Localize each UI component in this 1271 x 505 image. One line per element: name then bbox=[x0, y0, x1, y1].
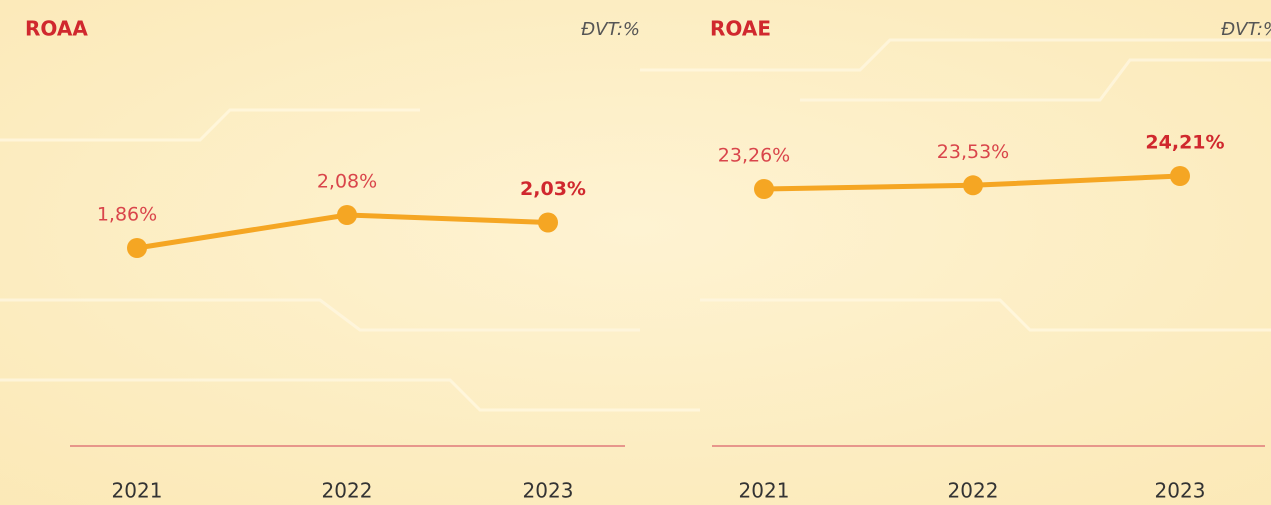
value-label: 1,86% bbox=[97, 204, 157, 226]
x-tick-label: 2021 bbox=[112, 479, 163, 503]
x-tick-label: 2022 bbox=[948, 479, 999, 503]
x-tick-label: 2021 bbox=[739, 479, 790, 503]
point bbox=[538, 212, 558, 233]
value-label: 24,21% bbox=[1145, 132, 1224, 154]
x-tick-label: 2022 bbox=[322, 479, 373, 503]
unit-label: ĐVT:% bbox=[581, 19, 640, 40]
decor bbox=[0, 38, 1271, 412]
chart-title: ROAE bbox=[710, 17, 771, 41]
value-label: 23,53% bbox=[937, 141, 1009, 163]
value-label: 2,08% bbox=[317, 171, 377, 193]
point bbox=[1170, 166, 1190, 186]
point bbox=[963, 175, 983, 196]
x-tick-label: 2023 bbox=[523, 479, 574, 503]
unit-label: ĐVT:% bbox=[1221, 19, 1271, 40]
point bbox=[754, 179, 774, 199]
point bbox=[337, 205, 357, 225]
value-label: 2,03% bbox=[520, 178, 586, 200]
point bbox=[127, 238, 147, 258]
value-label: 23,26% bbox=[718, 145, 790, 167]
chart-title: ROAA bbox=[25, 17, 88, 41]
x-tick-label: 2023 bbox=[1155, 479, 1206, 503]
